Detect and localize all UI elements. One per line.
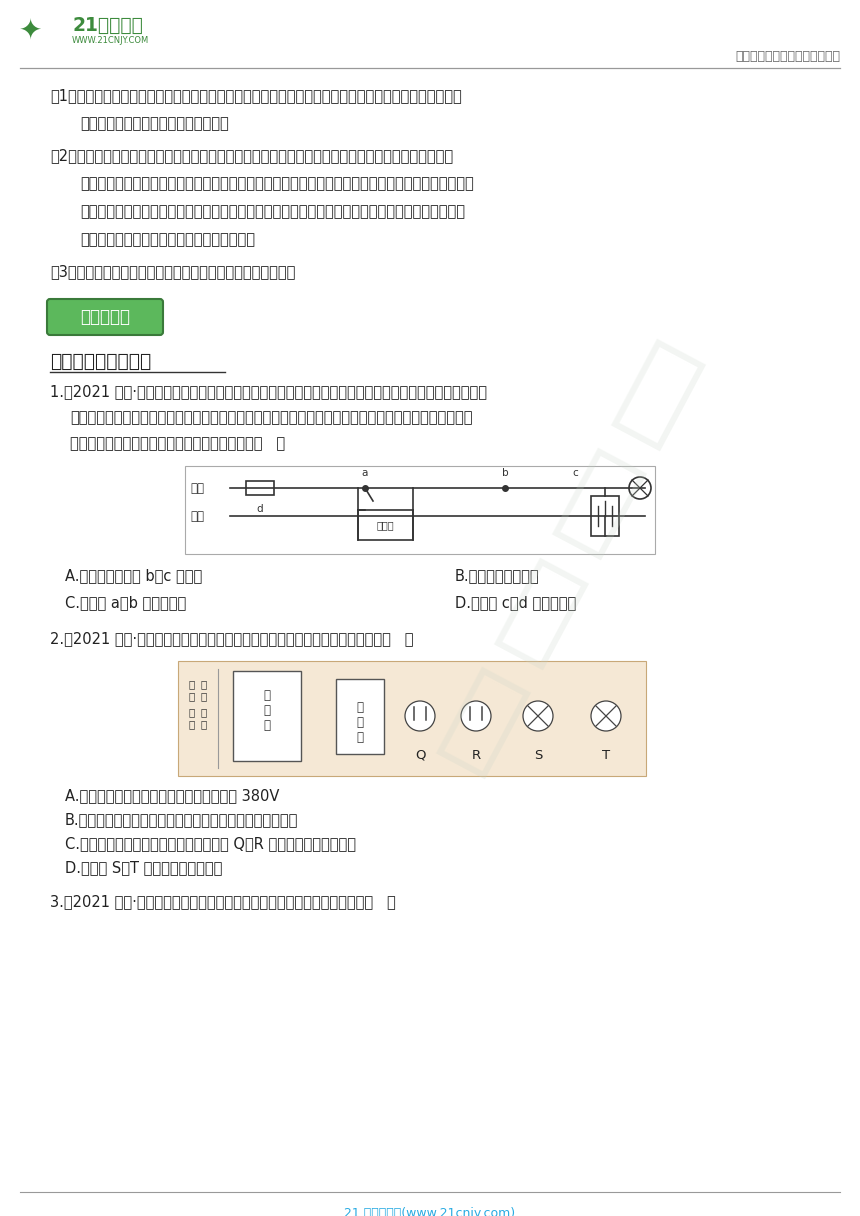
Circle shape: [523, 700, 553, 731]
Text: 3.（2021 八下·滨江期末）如图是某家庭电路的一部分，下列说法正确的是（   ）: 3.（2021 八下·滨江期末）如图是某家庭电路的一部分，下列说法正确的是（ ）: [50, 894, 396, 910]
Text: 线: 线: [201, 719, 207, 730]
Text: 零线: 零线: [190, 510, 204, 523]
Text: （1）在电路中作用：断路器上标有额定电流，当流过断路器的电流超过额定电流时，断路器会自动断开，: （1）在电路中作用：断路器上标有额定电流，当流过断路器的电流超过额定电流时，断路…: [50, 88, 462, 103]
Text: 知识点精炼: 知识点精炼: [80, 308, 130, 326]
Bar: [185, 466, 655, 554]
Text: C.电路的 a、b 间导线断路: C.电路的 a、b 间导线断路: [65, 595, 187, 610]
Text: （2）断路器的工作原理：当电路过载或短路时，电流过大，导体发热断路器中双金属片受热弯曲推动簧: （2）断路器的工作原理：当电路过载或短路时，电流过大，导体发热断路器中双金属片受…: [50, 148, 453, 163]
Text: B.插座的接地线断路: B.插座的接地线断路: [455, 568, 539, 582]
Text: 电视机: 电视机: [376, 520, 394, 530]
Text: 21世纪教育: 21世纪教育: [72, 16, 143, 35]
Text: S: S: [534, 749, 542, 762]
Text: 电: 电: [263, 689, 271, 702]
Text: 进: 进: [189, 706, 195, 717]
Text: （3）断路器应安装在火线上。漏电保护器也是断路器的一种。: （3）断路器应安装在火线上。漏电保护器也是断路器的一种。: [50, 264, 295, 278]
Text: 线: 线: [201, 691, 207, 700]
Text: 突然熄灭，但电视机仍正常发光，拔出电饭煲的插头，电灯仍不能工作，用测电笔分别去测试插座的左、: 突然熄灭，但电视机仍正常发光，拔出电饭煲的插头，电灯仍不能工作，用测电笔分别去测…: [70, 410, 472, 426]
Text: 能: 能: [263, 704, 271, 717]
Text: c: c: [572, 468, 578, 478]
Text: Q: Q: [415, 749, 425, 762]
Text: 路: 路: [357, 716, 364, 730]
Text: 1.（2021 八下·新昌期末）如图是小明家的部分电路，他将电饭煲的插头插入三孔插座后，正在发光的电灯: 1.（2021 八下·新昌期末）如图是小明家的部分电路，他将电饭煲的插头插入三孔…: [50, 384, 487, 399]
Text: 教
育
资
料: 教 育 资 料: [428, 333, 712, 787]
Text: A.电灯所在电路的 b、c 间断路: A.电灯所在电路的 b、c 间断路: [65, 568, 202, 582]
Text: 2.（2021 八下·上城期末）如图表示家庭电路的一部分，下列相关说法正确的是（   ）: 2.（2021 八下·上城期末）如图表示家庭电路的一部分，下列相关说法正确的是（…: [50, 631, 414, 646]
Bar: [178, 662, 646, 776]
Circle shape: [629, 477, 651, 499]
Bar: [246, 482, 274, 495]
Text: T: T: [602, 749, 610, 762]
Text: 中小学教育资源及组卷应用平台: 中小学教育资源及组卷应用平台: [735, 50, 840, 63]
Text: A.家庭电路火线与零线之间的电压正常值为 380V: A.家庭电路火线与零线之间的电压正常值为 380V: [65, 788, 280, 803]
FancyBboxPatch shape: [47, 299, 163, 334]
Text: D.用电器 S、T 采用串联的方式连接: D.用电器 S、T 采用串联的方式连接: [65, 860, 223, 876]
Text: 断: 断: [357, 700, 364, 714]
Bar: [336, 679, 384, 754]
Text: 器: 器: [357, 731, 364, 744]
Circle shape: [461, 700, 491, 731]
Text: 火线: 火线: [190, 482, 204, 495]
Text: 火: 火: [201, 679, 207, 689]
Text: 零: 零: [201, 706, 207, 717]
Text: b: b: [501, 468, 508, 478]
Text: C.正常情况下用测电笔在三孔式插座插孔 Q、R 检测时，氖管都会发光: C.正常情况下用测电笔在三孔式插座插孔 Q、R 检测时，氖管都会发光: [65, 837, 356, 851]
Text: 家: 家: [189, 679, 195, 689]
Text: 一、家庭电路的组成: 一、家庭电路的组成: [50, 351, 151, 371]
Text: 21 世纪教育网(www.21cnjy.com): 21 世纪教育网(www.21cnjy.com): [345, 1207, 515, 1216]
Text: ✦: ✦: [18, 16, 41, 44]
Circle shape: [405, 700, 435, 731]
Text: 常时双金属片恢复原状，断路器能手动复位。: 常时双金属片恢复原状，断路器能手动复位。: [80, 232, 255, 247]
Text: d: d: [256, 503, 263, 514]
Text: 锁，弹簧拉动，触点断开断开电路没有电流在过载短路时保护作用。当电路被熔断器或断路器切断后，: 锁，弹簧拉动，触点断开断开电路没有电流在过载短路时保护作用。当电路被熔断器或断路…: [80, 176, 474, 191]
Text: 切断电路，从而起到保护电路的作用。: 切断电路，从而起到保护电路的作用。: [80, 116, 229, 131]
Text: WWW.21CNJY.COM: WWW.21CNJY.COM: [72, 36, 150, 45]
Text: R: R: [471, 749, 481, 762]
Text: 表: 表: [263, 719, 271, 732]
Bar: [591, 496, 619, 536]
Text: B.断路器在电路中的电流过大时，自动切断电路起保护作用: B.断路器在电路中的电流过大时，自动切断电路起保护作用: [65, 812, 298, 827]
Bar: [233, 671, 301, 761]
Text: a: a: [362, 468, 368, 478]
Text: 户: 户: [189, 719, 195, 730]
Text: 庭: 庭: [189, 691, 195, 700]
Text: 不要急于更换保险丝或使断路器复位，而应先找出发生电路故障的原因，排除故障后再接通电路。正: 不要急于更换保险丝或使断路器复位，而应先找出发生电路故障的原因，排除故障后再接通…: [80, 204, 465, 219]
Text: 右孔，氖管不发光。若电路中只有一处故障，则（   ）: 右孔，氖管不发光。若电路中只有一处故障，则（ ）: [70, 437, 286, 451]
Bar: [358, 510, 413, 540]
Circle shape: [591, 700, 621, 731]
Text: D.电路的 c、d 导线间断路: D.电路的 c、d 导线间断路: [455, 595, 576, 610]
